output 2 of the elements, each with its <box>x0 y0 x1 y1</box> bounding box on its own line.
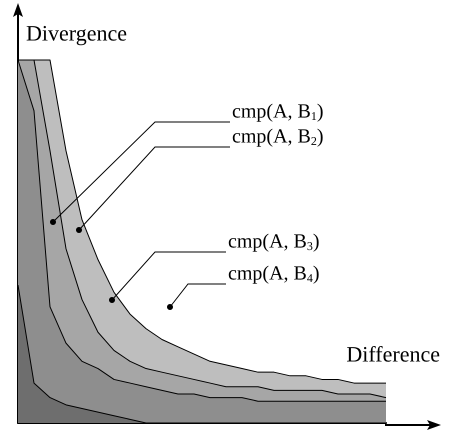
y-axis-title: Divergence <box>26 20 127 46</box>
x-axis-title: Difference <box>346 342 440 366</box>
